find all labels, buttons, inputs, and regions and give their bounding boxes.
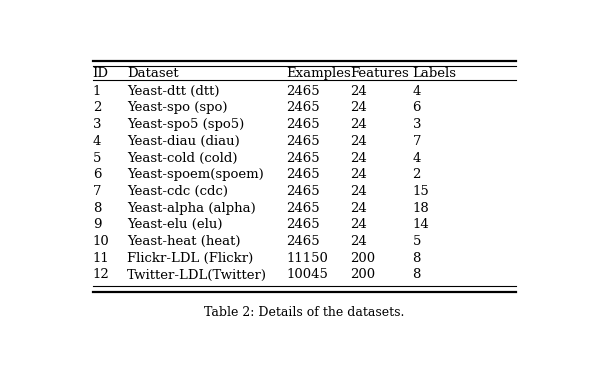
Text: 24: 24 [350, 101, 367, 114]
Text: 9: 9 [93, 218, 101, 232]
Text: Dataset: Dataset [127, 67, 179, 80]
Text: 10: 10 [93, 235, 109, 248]
Text: Yeast-cold (cold): Yeast-cold (cold) [127, 151, 238, 165]
Text: 24: 24 [350, 218, 367, 232]
Text: Yeast-spo (spo): Yeast-spo (spo) [127, 101, 228, 114]
Text: 2465: 2465 [286, 168, 320, 181]
Text: Yeast-alpha (alpha): Yeast-alpha (alpha) [127, 202, 256, 215]
Text: Examples: Examples [286, 67, 351, 80]
Text: 4: 4 [413, 151, 421, 165]
Text: Labels: Labels [413, 67, 457, 80]
Text: 5: 5 [413, 235, 421, 248]
Text: 2465: 2465 [286, 85, 320, 98]
Text: 2465: 2465 [286, 218, 320, 232]
Text: 6: 6 [93, 168, 101, 181]
Text: 24: 24 [350, 85, 367, 98]
Text: 18: 18 [413, 202, 429, 215]
Text: 24: 24 [350, 235, 367, 248]
Text: Yeast-elu (elu): Yeast-elu (elu) [127, 218, 223, 232]
Text: 24: 24 [350, 118, 367, 131]
Text: 7: 7 [93, 185, 101, 198]
Text: 200: 200 [350, 269, 375, 282]
Text: Yeast-diau (diau): Yeast-diau (diau) [127, 135, 240, 148]
Text: 2465: 2465 [286, 135, 320, 148]
Text: 200: 200 [350, 252, 375, 265]
Text: 24: 24 [350, 135, 367, 148]
Text: 24: 24 [350, 202, 367, 215]
Text: 2465: 2465 [286, 118, 320, 131]
Text: Twitter-LDL(Twitter): Twitter-LDL(Twitter) [127, 269, 267, 282]
Text: 8: 8 [413, 269, 421, 282]
Text: 4: 4 [413, 85, 421, 98]
Text: 2: 2 [93, 101, 101, 114]
Text: 24: 24 [350, 151, 367, 165]
Text: Yeast-spoem(spoem): Yeast-spoem(spoem) [127, 168, 264, 181]
Text: Table 2: Details of the datasets.: Table 2: Details of the datasets. [204, 306, 405, 319]
Text: 7: 7 [413, 135, 421, 148]
Text: 11: 11 [93, 252, 109, 265]
Text: 2465: 2465 [286, 235, 320, 248]
Text: 5: 5 [93, 151, 101, 165]
Text: Yeast-dtt (dtt): Yeast-dtt (dtt) [127, 85, 220, 98]
Text: 10045: 10045 [286, 269, 328, 282]
Text: 24: 24 [350, 168, 367, 181]
Text: 1: 1 [93, 85, 101, 98]
Text: 6: 6 [413, 101, 421, 114]
Text: ID: ID [93, 67, 109, 80]
Text: Yeast-heat (heat): Yeast-heat (heat) [127, 235, 241, 248]
Text: 2465: 2465 [286, 185, 320, 198]
Text: 3: 3 [413, 118, 421, 131]
Text: 4: 4 [93, 135, 101, 148]
Text: 2465: 2465 [286, 101, 320, 114]
Text: 24: 24 [350, 185, 367, 198]
Text: 14: 14 [413, 218, 429, 232]
Text: 8: 8 [93, 202, 101, 215]
Text: 11150: 11150 [286, 252, 328, 265]
Text: 3: 3 [93, 118, 101, 131]
Text: Flickr-LDL (Flickr): Flickr-LDL (Flickr) [127, 252, 254, 265]
Text: Yeast-cdc (cdc): Yeast-cdc (cdc) [127, 185, 228, 198]
Text: 8: 8 [413, 252, 421, 265]
Text: Features: Features [350, 67, 409, 80]
Text: 2465: 2465 [286, 202, 320, 215]
Text: 12: 12 [93, 269, 109, 282]
Text: 15: 15 [413, 185, 429, 198]
Text: Yeast-spo5 (spo5): Yeast-spo5 (spo5) [127, 118, 245, 131]
Text: 2465: 2465 [286, 151, 320, 165]
Text: 2: 2 [413, 168, 421, 181]
